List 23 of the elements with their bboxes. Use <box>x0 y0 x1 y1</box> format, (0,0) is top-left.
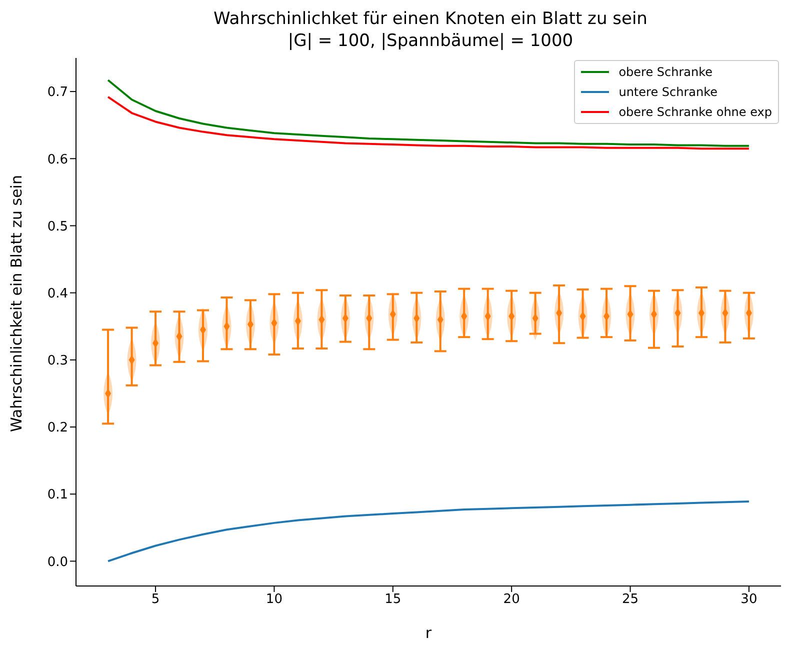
y-axis-title: Wahrschinlichkeit ein Blatt zu sein <box>7 175 26 432</box>
legend-label: untere Schranke <box>618 85 718 99</box>
y-tick-label: 0.3 <box>47 354 68 369</box>
x-tick-label: 15 <box>384 592 402 608</box>
y-tick-label: 0.7 <box>47 85 68 100</box>
x-tick-label: 10 <box>266 592 282 608</box>
x-axis-title: r <box>425 624 432 642</box>
y-tick-label: 0.4 <box>47 286 68 302</box>
line-series <box>107 79 750 147</box>
y-tick-label: 0.5 <box>47 219 68 234</box>
x-tick-label: 20 <box>503 592 520 608</box>
line-series <box>107 500 750 562</box>
y-tick-label: 0.1 <box>47 488 68 503</box>
y-tick-label: 0.2 <box>47 420 68 436</box>
x-tick-label: 30 <box>740 592 758 608</box>
chart-title: Wahrschinlichket für einen Knoten ein Blatt zu sein |G| = 100, |Spannbäume| = 1000 <box>212 8 648 52</box>
x-tick-label: 5 <box>151 592 160 608</box>
line-series <box>107 96 750 150</box>
y-tick-label: 0.6 <box>47 152 68 168</box>
legend-label: obere Schranke ohne exp <box>618 105 772 119</box>
x-tick-label: 25 <box>622 592 639 608</box>
y-tick-label: 0.0 <box>47 554 68 570</box>
legend-label: obere Schranke <box>618 65 713 79</box>
